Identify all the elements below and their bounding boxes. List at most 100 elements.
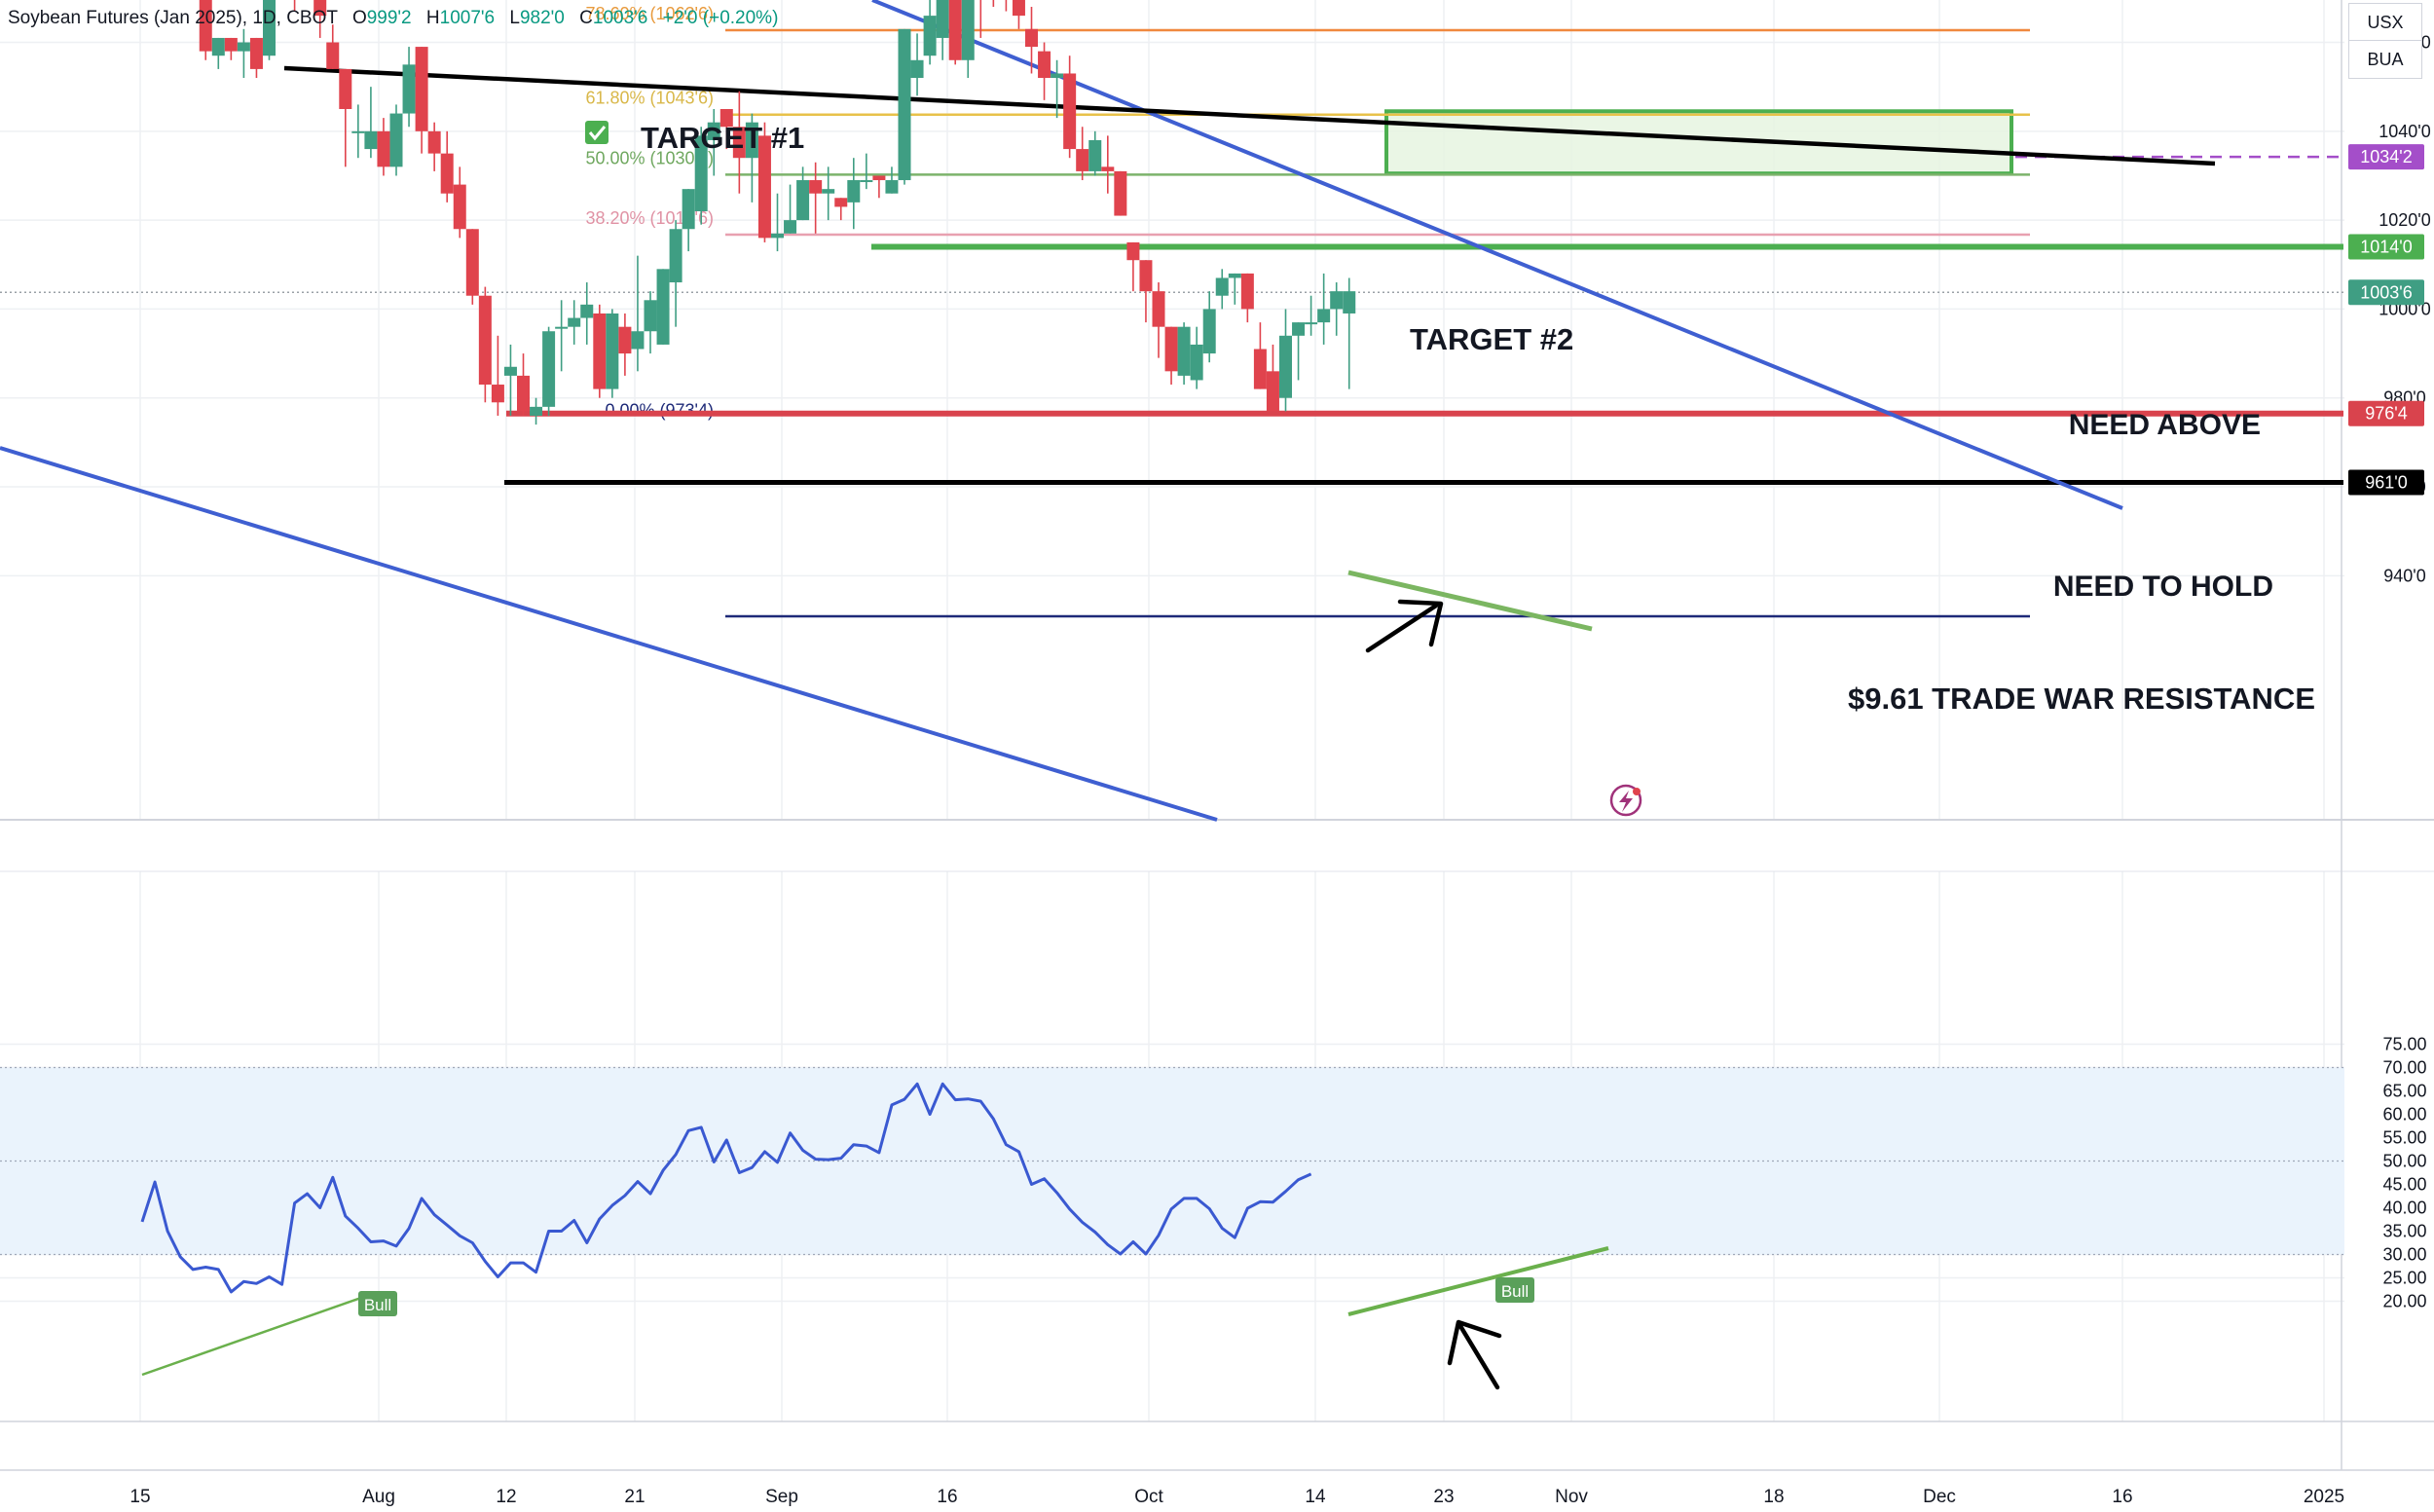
candle-body bbox=[898, 28, 911, 181]
need-hold-label: NEED TO HOLD bbox=[2053, 571, 2273, 603]
check-icon-mark bbox=[588, 126, 607, 141]
rsi-tick-label: 55.00 bbox=[2382, 1128, 2426, 1148]
candle bbox=[465, 229, 479, 305]
candle-body bbox=[1292, 322, 1306, 336]
x-tick-label: 14 bbox=[1305, 1487, 1326, 1507]
candle bbox=[1051, 59, 1064, 119]
candle-body bbox=[1177, 326, 1191, 376]
candle-body bbox=[872, 175, 886, 181]
bull-label: Bull bbox=[1495, 1277, 1534, 1303]
candle bbox=[313, 0, 327, 38]
candle-body bbox=[948, 0, 962, 60]
currency-button[interactable]: USX bbox=[2348, 3, 2422, 42]
candle bbox=[771, 193, 784, 252]
rsi-tick-label: 50.00 bbox=[2382, 1152, 2426, 1171]
price-tick-label: 940'0 bbox=[2383, 566, 2425, 585]
bull-label-text: Bull bbox=[1501, 1282, 1529, 1301]
arrow-icon bbox=[1447, 1319, 1502, 1390]
black-resistance-trendline bbox=[283, 65, 2216, 166]
candle-body bbox=[351, 130, 365, 133]
close-label: C bbox=[579, 8, 593, 28]
x-tick-label: 2025 bbox=[2304, 1487, 2344, 1507]
candle-body bbox=[834, 198, 848, 207]
candle bbox=[1190, 326, 1203, 389]
target2-zone bbox=[1384, 109, 2013, 176]
annotations: TARGET #1 TARGET #2 NEED ABOVE NEED TO HOLD… bbox=[585, 121, 2315, 1390]
candle bbox=[631, 255, 645, 372]
price-tag: 976'4 bbox=[2348, 400, 2424, 426]
price-levels: 100.00% (1087'0)78.60% (1062'6)61.80% (1… bbox=[0, 4, 2343, 618]
candle-body bbox=[1164, 326, 1178, 372]
rsi-divergence-line bbox=[1347, 1246, 1609, 1316]
rsi-tick-label: 20.00 bbox=[2382, 1292, 2426, 1311]
candle-body bbox=[503, 366, 517, 376]
high-value: 1007'6 bbox=[439, 8, 496, 28]
candle bbox=[784, 184, 797, 234]
arrow-head bbox=[1447, 1319, 1502, 1366]
candle-body bbox=[199, 0, 212, 52]
candle bbox=[377, 118, 390, 176]
chart-header: Soybean Futures (Jan 2025), 1D, CBOT O99… bbox=[8, 8, 778, 29]
candle bbox=[822, 166, 835, 221]
candle bbox=[402, 47, 416, 128]
candle-body bbox=[885, 180, 899, 194]
price-tag-text: 1014'0 bbox=[2360, 238, 2413, 257]
open-value: 999'2 bbox=[366, 8, 412, 28]
candle-body bbox=[618, 326, 632, 354]
candle-body bbox=[745, 122, 758, 159]
candle bbox=[1253, 322, 1267, 389]
candle bbox=[542, 326, 556, 416]
price-tag-bg bbox=[2348, 234, 2424, 260]
x-tick-label: Aug bbox=[362, 1487, 395, 1507]
candle-body bbox=[491, 385, 504, 403]
candle-body bbox=[377, 130, 390, 167]
candle-body bbox=[694, 135, 708, 211]
candle-body bbox=[580, 304, 594, 318]
arrow-shaft bbox=[1365, 603, 1439, 653]
rsi-tick-label: 30.00 bbox=[2382, 1245, 2426, 1265]
low-label: L bbox=[509, 8, 520, 28]
candle bbox=[440, 130, 454, 203]
candle bbox=[707, 108, 720, 176]
candle-body bbox=[249, 37, 263, 69]
price-divergence-line bbox=[1347, 570, 1593, 632]
candle-body bbox=[313, 0, 327, 17]
candle bbox=[1305, 295, 1318, 336]
price-tick-label: 1040'0 bbox=[2379, 122, 2431, 141]
candle-body bbox=[1139, 260, 1153, 292]
candle bbox=[910, 33, 924, 96]
candle bbox=[847, 158, 861, 230]
candle-body bbox=[784, 220, 797, 234]
rsi-tick-label: 70.00 bbox=[2382, 1058, 2426, 1078]
candle bbox=[199, 0, 212, 60]
x-tick-label: 18 bbox=[1763, 1487, 1784, 1507]
candle bbox=[517, 353, 530, 416]
trade-war-label: $9.61 TRADE WAR RESISTANCE bbox=[1848, 682, 2315, 716]
candle-body bbox=[1025, 28, 1038, 48]
candle bbox=[263, 0, 276, 60]
candle bbox=[872, 175, 886, 199]
candle bbox=[1266, 344, 1279, 412]
low-value: 982'0 bbox=[519, 8, 565, 28]
candle-body bbox=[453, 184, 466, 230]
candlestick-series bbox=[199, 0, 1356, 425]
candle bbox=[923, 0, 937, 65]
candle bbox=[568, 300, 581, 345]
price-tag-bg bbox=[2348, 400, 2424, 426]
candle-body bbox=[809, 180, 823, 194]
symbol-title: Soybean Futures (Jan 2025), 1D, CBOT bbox=[8, 8, 338, 28]
unit-button[interactable]: BUA bbox=[2348, 40, 2422, 79]
candle-body bbox=[1240, 273, 1254, 310]
x-tick-label: Sep bbox=[765, 1487, 798, 1507]
candle bbox=[555, 300, 569, 372]
candle bbox=[1152, 282, 1165, 358]
candle bbox=[1330, 282, 1344, 336]
candle-body bbox=[1051, 73, 1064, 79]
rsi-tick-label: 40.00 bbox=[2382, 1199, 2426, 1218]
fib-label: 0.00% (973'4) bbox=[605, 400, 714, 420]
candle-body bbox=[1228, 273, 1241, 278]
bull-label-bg bbox=[1495, 1277, 1534, 1303]
candle bbox=[948, 0, 962, 65]
candle bbox=[757, 122, 771, 242]
candle-body bbox=[478, 295, 492, 386]
